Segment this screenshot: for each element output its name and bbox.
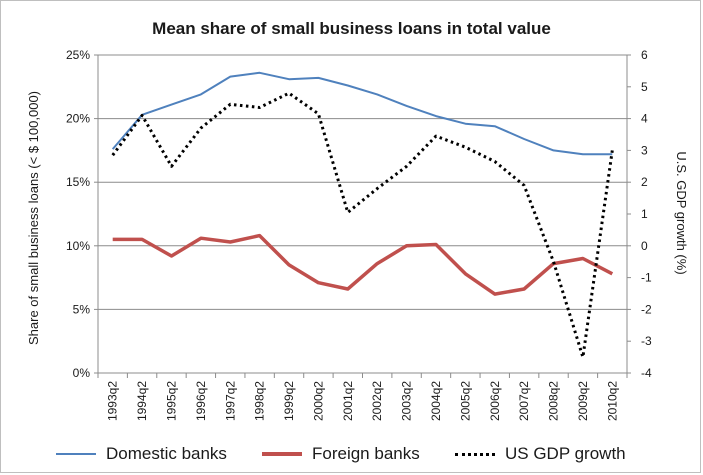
legend-label-domestic: Domestic banks — [106, 444, 227, 463]
legend-item-domestic: Domestic banks — [56, 440, 227, 468]
x-tick-label: 2008q2 — [547, 381, 561, 421]
x-tick-label: 2003q2 — [400, 381, 414, 421]
x-tick-label: 2010q2 — [605, 381, 619, 421]
y-tick-label: 25% — [66, 48, 90, 62]
y2-tick-label: 1 — [641, 207, 648, 221]
y-tick-label: 0% — [73, 366, 91, 380]
y2-tick-label: -4 — [641, 366, 652, 380]
y2-axis-label: U.S. GDP growth (%) — [674, 151, 689, 274]
series-line-domestic-banks — [111, 71, 613, 156]
x-tick-label: 1994q2 — [135, 381, 149, 421]
y2-tick-label: 6 — [641, 48, 648, 62]
x-tick-label: 2001q2 — [341, 381, 355, 421]
y-tick-label: 15% — [66, 175, 90, 189]
legend-item-gdp: US GDP growth — [455, 440, 626, 468]
legend-item-foreign: Foreign banks — [262, 440, 420, 468]
x-tick-label: 2000q2 — [311, 381, 325, 421]
y2-tick-label: 3 — [641, 143, 648, 157]
y2-tick-label: -2 — [641, 302, 652, 316]
y-tick-label: 5% — [73, 302, 91, 316]
series-line-foreign-banks — [112, 233, 614, 296]
x-tick-label: 1995q2 — [164, 381, 178, 421]
y-axis-label: Share of small business loans (< $ 100,0… — [26, 91, 41, 345]
legend: Domestic banks Foreign banks US GDP grow… — [0, 440, 703, 468]
series-group — [111, 71, 614, 359]
x-tick-label: 2009q2 — [576, 381, 590, 421]
x-tick-label: 1999q2 — [282, 381, 296, 421]
right-axis-ticks: -4 -3 -2 -1 0 1 2 3 4 5 6 — [627, 48, 652, 380]
y2-tick-label: 0 — [641, 239, 648, 253]
x-tick-label: 2004q2 — [429, 381, 443, 421]
x-tick-label: 2002q2 — [370, 381, 384, 421]
chart-title: Mean share of small business loans in to… — [152, 19, 551, 38]
y2-tick-label: 2 — [641, 175, 648, 189]
x-tick-label: 1993q2 — [106, 381, 120, 421]
x-tick-label: 2005q2 — [458, 381, 472, 421]
legend-swatch-gdp — [455, 452, 495, 456]
x-tick-label: 1997q2 — [223, 381, 237, 421]
y2-tick-label: -1 — [641, 271, 652, 285]
gridlines — [98, 54, 627, 310]
x-tick-label: 2006q2 — [488, 381, 502, 421]
y2-tick-label: 4 — [641, 112, 648, 126]
x-tick-label: 1998q2 — [253, 381, 267, 421]
y2-tick-label: -3 — [641, 334, 652, 348]
y-tick-label: 20% — [66, 112, 90, 126]
legend-label-gdp: US GDP growth — [505, 444, 626, 463]
y2-tick-label: 5 — [641, 80, 648, 94]
x-axis-ticks: 1993q2 1994q2 1995q2 1996q2 1997q2 1998q2 1999… — [97, 373, 628, 421]
legend-swatch-domestic — [56, 453, 96, 455]
y-tick-label: 10% — [66, 239, 90, 253]
left-axis-ticks: 0% 5% 10% 15% 20% 25% — [66, 48, 98, 380]
x-tick-label: 1996q2 — [194, 381, 208, 421]
legend-label-foreign: Foreign banks — [312, 444, 420, 463]
legend-swatch-foreign — [262, 452, 302, 456]
series-line-us-gdp-growth — [111, 91, 614, 359]
x-tick-label: 2007q2 — [517, 381, 531, 421]
